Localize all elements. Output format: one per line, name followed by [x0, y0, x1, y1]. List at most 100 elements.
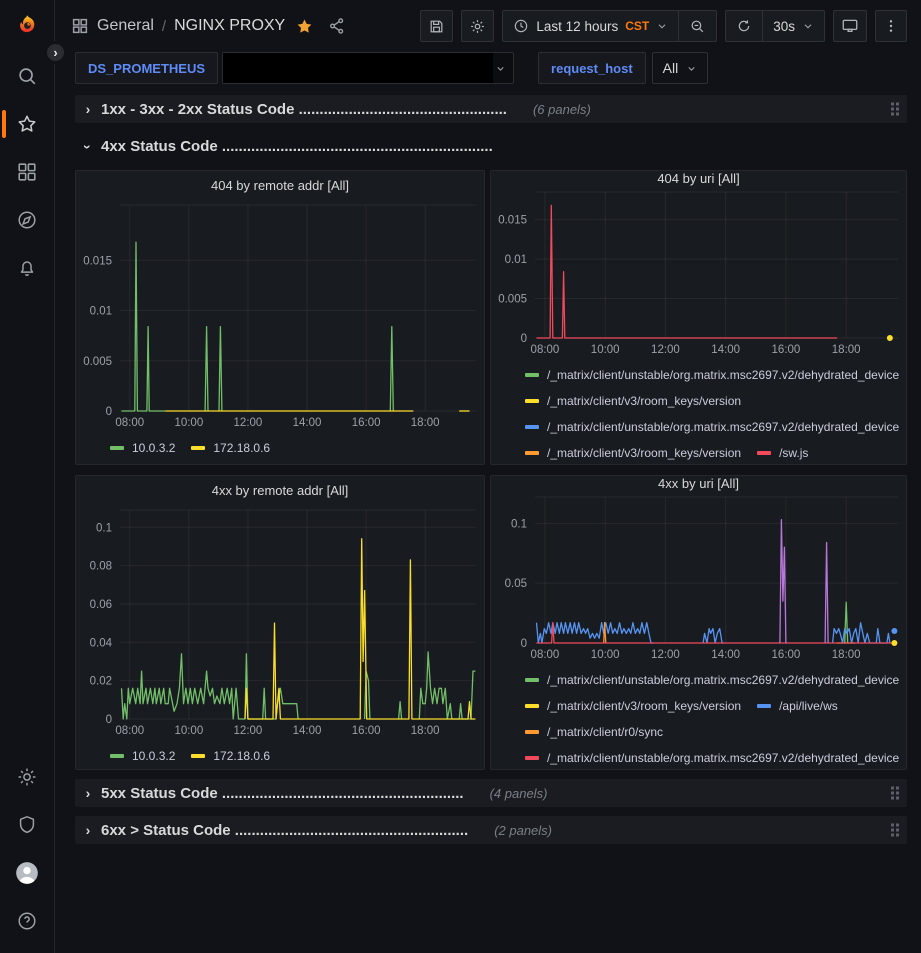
panel-title[interactable]: 404 by uri [All] — [491, 171, 906, 186]
legend-series-label: 172.18.0.6 — [213, 441, 270, 455]
chart-canvas[interactable]: 08:0010:0012:0014:0016:0018:0000.0050.01… — [76, 199, 484, 431]
sidebar-expand-button[interactable]: › — [44, 41, 67, 64]
row-6xx[interactable]: › 6xx > Status Code ....................… — [75, 816, 907, 844]
user-avatar[interactable] — [0, 849, 55, 897]
panel-legend: 10.0.3.2 172.18.0.6 — [76, 431, 484, 461]
main-area: General / NGINX PROXY — [55, 0, 921, 953]
legend-series-marker — [525, 451, 539, 455]
chart-canvas[interactable]: 08:0010:0012:0014:0016:0018:0000.050.1 — [491, 491, 906, 663]
svg-text:08:00: 08:00 — [531, 649, 560, 661]
legend-item[interactable]: /api/live/ws — [757, 693, 838, 719]
legend-item[interactable]: /_matrix/client/v3/room_keys/version — [525, 440, 741, 465]
row-5xx[interactable]: › 5xx Status Code ......................… — [75, 779, 907, 807]
legend-item[interactable]: 10.0.3.2 — [110, 743, 175, 769]
svg-text:0.05: 0.05 — [505, 578, 527, 590]
chart-canvas[interactable]: 08:0010:0012:0014:0016:0018:0000.020.040… — [76, 504, 484, 739]
dashboard-body: › 1xx - 3xx - 2xx Status Code ..........… — [55, 92, 921, 844]
svg-text:0.005: 0.005 — [83, 356, 112, 368]
breadcrumb: General / NGINX PROXY — [71, 17, 346, 36]
legend-item[interactable]: /_matrix/client/v3/room_keys/version — [525, 388, 741, 414]
row-title: 5xx Status Code ........................… — [101, 785, 464, 802]
sidebar-item-starred[interactable] — [0, 100, 55, 148]
breadcrumb-folder[interactable]: General — [97, 17, 154, 35]
refresh-button[interactable] — [726, 11, 762, 41]
time-range-picker[interactable]: Last 12 hours CST — [503, 11, 678, 41]
svg-text:0.08: 0.08 — [90, 561, 112, 573]
cycle-view-button[interactable] — [833, 10, 867, 42]
datasource-variable-select[interactable] — [222, 52, 514, 84]
svg-text:14:00: 14:00 — [293, 417, 322, 429]
kebab-menu-button[interactable] — [875, 10, 907, 42]
panel-title[interactable]: 404 by remote addr [All] — [76, 171, 484, 199]
sidebar-item-configuration[interactable] — [0, 753, 55, 801]
request-host-value: All — [663, 60, 679, 76]
legend-series-label: /_matrix/client/v3/room_keys/version — [547, 394, 741, 408]
panel-title[interactable]: 4xx by uri [All] — [491, 476, 906, 491]
legend-item[interactable]: /_matrix/client/unstable/org.matrix.msc2… — [525, 362, 899, 388]
svg-text:0.1: 0.1 — [511, 518, 527, 530]
sidebar-item-help[interactable] — [0, 897, 55, 945]
share-icon[interactable] — [328, 17, 346, 35]
chart-canvas[interactable]: 08:0010:0012:0014:0016:0018:0000.0050.01… — [491, 186, 906, 358]
panel-title[interactable]: 4xx by remote addr [All] — [76, 476, 484, 504]
dashboard-settings-button[interactable] — [461, 10, 494, 42]
request-host-variable-label[interactable]: request_host — [538, 52, 646, 84]
legend-series-marker — [110, 446, 124, 450]
svg-text:0.015: 0.015 — [83, 255, 112, 267]
refresh-interval-dropdown[interactable]: 30s — [762, 11, 824, 41]
refresh-interval-label: 30s — [773, 19, 795, 34]
legend-item[interactable]: /_matrix/client/unstable/org.matrix.msc2… — [525, 745, 899, 770]
legend-series-label: /_matrix/client/unstable/org.matrix.msc2… — [547, 368, 899, 382]
toolbar: Last 12 hours CST — [420, 10, 907, 42]
svg-text:14:00: 14:00 — [293, 725, 322, 737]
legend-series-marker — [525, 704, 539, 708]
legend-series-label: /_matrix/client/unstable/org.matrix.msc2… — [547, 751, 899, 765]
dashboard-title[interactable]: NGINX PROXY — [174, 17, 285, 35]
svg-text:0.02: 0.02 — [90, 676, 112, 688]
svg-text:14:00: 14:00 — [711, 344, 740, 356]
zoom-out-button[interactable] — [678, 11, 716, 41]
svg-text:0: 0 — [521, 333, 527, 345]
chevron-right-icon: › — [81, 785, 95, 801]
row-drag-handle[interactable] — [891, 824, 899, 837]
timezone-label: CST — [625, 19, 649, 33]
sidebar-item-alerting[interactable] — [0, 244, 55, 292]
row-panel-count: (2 panels) — [494, 823, 552, 838]
panel-legend: /_matrix/client/unstable/org.matrix.msc2… — [491, 358, 906, 465]
sidebar-item-server-admin[interactable] — [0, 801, 55, 849]
legend-series-marker — [191, 446, 205, 450]
legend-item[interactable]: /sw.js — [757, 440, 808, 465]
sidebar-item-dashboards[interactable] — [0, 148, 55, 196]
row-4xx[interactable]: › 4xx Status Code ......................… — [75, 133, 907, 159]
legend-series-label: /api/live/ws — [779, 699, 838, 713]
row-drag-handle[interactable] — [891, 787, 899, 800]
legend-item[interactable]: /_matrix/client/r0/sync — [525, 719, 663, 745]
sidebar-item-explore[interactable] — [0, 196, 55, 244]
datasource-variable-label[interactable]: DS_PROMETHEUS — [75, 52, 218, 84]
legend-item[interactable]: 10.0.3.2 — [110, 435, 175, 461]
legend-series-label: /_matrix/client/r0/sync — [547, 725, 663, 739]
legend-series-label: 172.18.0.6 — [213, 749, 270, 763]
svg-text:18:00: 18:00 — [832, 344, 861, 356]
svg-text:0: 0 — [106, 714, 112, 726]
panel-legend: 10.0.3.2 172.18.0.6 — [76, 739, 484, 769]
legend-item[interactable]: /_matrix/client/v3/room_keys/version — [525, 693, 741, 719]
legend-series-label: 10.0.3.2 — [132, 749, 175, 763]
svg-text:0: 0 — [521, 638, 527, 650]
legend-item[interactable]: 172.18.0.6 — [191, 743, 270, 769]
legend-item[interactable]: /_matrix/client/unstable/org.matrix.msc2… — [525, 667, 899, 693]
svg-text:0.015: 0.015 — [498, 215, 527, 227]
dashboard-header: General / NGINX PROXY — [55, 0, 921, 52]
favorite-star-icon[interactable] — [295, 17, 314, 36]
row-drag-handle[interactable] — [891, 103, 899, 116]
legend-item[interactable]: /_matrix/client/unstable/org.matrix.msc2… — [525, 414, 899, 440]
chevron-down-icon — [686, 63, 697, 74]
row-1xx-3xx-2xx[interactable]: › 1xx - 3xx - 2xx Status Code ..........… — [75, 95, 907, 123]
legend-item[interactable]: 172.18.0.6 — [191, 435, 270, 461]
save-dashboard-button[interactable] — [420, 10, 453, 42]
svg-text:08:00: 08:00 — [531, 344, 560, 356]
request-host-variable-select[interactable]: All — [652, 52, 709, 84]
legend-series-label: /_matrix/client/v3/room_keys/version — [547, 446, 741, 460]
time-range-label: Last 12 hours — [536, 19, 618, 34]
legend-series-marker — [191, 754, 205, 758]
